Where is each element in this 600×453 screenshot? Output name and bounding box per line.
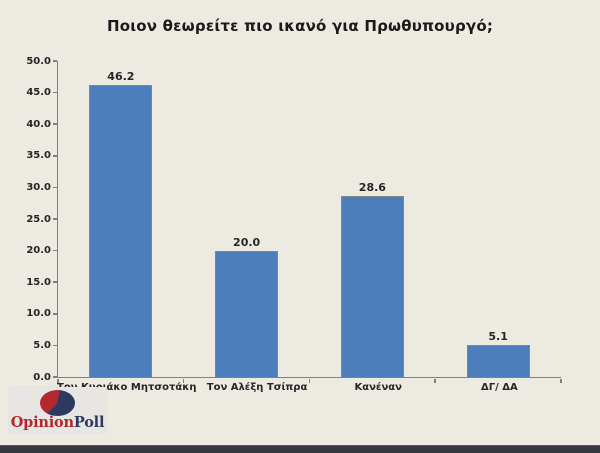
opinionpoll-logo: OpinionPoll — [9, 387, 106, 433]
y-tick-label: 30.0 — [26, 181, 51, 193]
x-category-label: ΔΓ/ ΔΑ — [481, 382, 518, 393]
bar-value-label-1: 46.2 — [107, 70, 135, 84]
y-tick-label: 0.0 — [33, 371, 51, 383]
x-axis-tick — [182, 378, 185, 383]
bar-value-label-3: 28.6 — [358, 181, 386, 195]
y-axis-tick — [53, 218, 57, 220]
y-axis-tick — [53, 313, 57, 315]
y-axis-tick — [53, 249, 57, 252]
pie-chart-icon — [40, 390, 75, 416]
x-category-label: Τον Αλέξη Τσίπρα — [206, 382, 308, 393]
y-tick-label: 45.0 — [26, 87, 51, 99]
y-axis-tick — [53, 281, 57, 283]
y-tick-label: 10.0 — [26, 308, 51, 320]
bar-4 — [466, 344, 530, 377]
y-axis-tick — [53, 91, 57, 94]
y-tick-label: 5.0 — [33, 339, 51, 351]
bar-3 — [340, 196, 404, 377]
plot-area: 46.2 20.0 28.6 5.1 — [57, 61, 561, 378]
y-tick-label: 40.0 — [26, 118, 51, 130]
y-axis-tick — [53, 186, 57, 189]
y-axis-tick — [53, 344, 57, 347]
x-category-label: Τον Κυριάκο Μητσοτάκη — [57, 382, 197, 393]
logo-text: OpinionPoll — [9, 414, 106, 431]
chart-title: Ποιον θεωρείτε πιο ικανό για Πρωθυπουργό… — [106, 17, 494, 35]
x-axis-tick — [308, 378, 310, 383]
y-axis-tick — [53, 376, 57, 378]
y-axis-tick — [53, 155, 57, 157]
y-axis-tick — [53, 123, 57, 125]
logo-text-poll: Poll — [73, 414, 105, 431]
x-category-label: Κανέναν — [354, 382, 402, 393]
x-axis-tick — [57, 378, 59, 383]
logo-text-opinion: Opinion — [10, 414, 74, 431]
bar-2 — [215, 250, 279, 377]
bar-value-label-2: 20.0 — [233, 235, 261, 249]
y-tick-label: 20.0 — [26, 245, 51, 257]
y-tick-label: 35.0 — [26, 150, 51, 162]
bar-value-label-4: 5.1 — [488, 329, 508, 343]
y-tick-label: 50.0 — [26, 55, 51, 67]
footer-bar — [0, 445, 600, 453]
y-axis-tick — [53, 60, 57, 62]
y-tick-label: 15.0 — [26, 276, 51, 288]
x-axis-labels: Τον Κυριάκο Μητσοτάκη Τον Αλέξη Τσίπρα Καν… — [57, 382, 560, 393]
bar-1 — [89, 85, 153, 377]
x-axis-tick — [560, 378, 562, 383]
y-tick-label: 25.0 — [26, 213, 51, 225]
x-axis-tick — [434, 378, 436, 383]
y-axis-labels: 0.0 5.0 10.0 15.0 20.0 25.0 30.0 35.0 40.0 45.0 50… — [0, 0, 51, 453]
